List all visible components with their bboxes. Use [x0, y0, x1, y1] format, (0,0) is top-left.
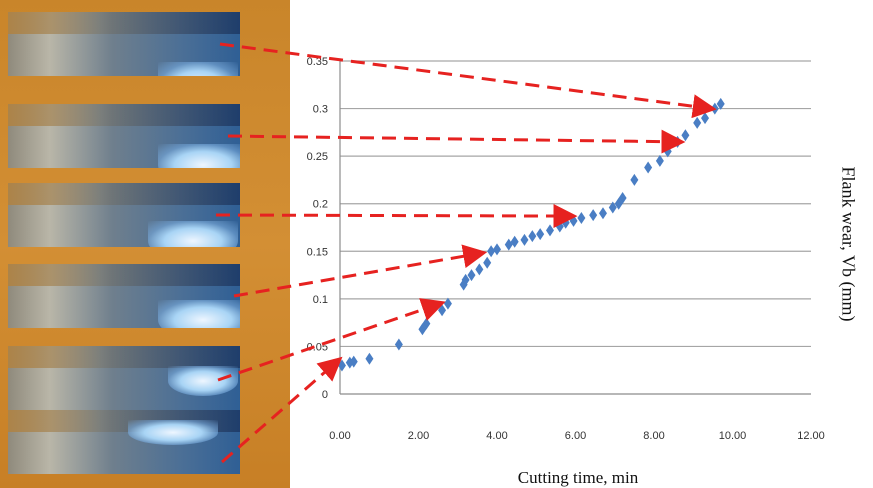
wear-photo: [8, 183, 240, 247]
data-point: [487, 245, 496, 258]
wear-photo: [8, 410, 240, 474]
data-point: [655, 154, 664, 167]
data-point: [716, 97, 725, 110]
y-axis-title: Flank wear, Vb (mm): [838, 166, 859, 322]
data-point: [589, 209, 598, 222]
y-tick-label: 0.2: [313, 199, 328, 211]
tool-edge: [8, 183, 240, 205]
data-point: [493, 243, 501, 256]
annotation-arrow: [221, 356, 343, 464]
data-point: [577, 211, 586, 224]
data-point: [701, 112, 710, 125]
wear-region: [158, 144, 240, 168]
wear-region: [168, 366, 238, 396]
data-point: [394, 338, 403, 351]
y-tick-label: 0.15: [307, 246, 328, 258]
tool-edge: [8, 12, 240, 34]
data-point: [618, 192, 627, 205]
data-point: [630, 173, 639, 186]
data-point: [467, 269, 476, 282]
data-point: [693, 116, 702, 129]
annotation-arrow: [233, 244, 488, 298]
data-point: [644, 161, 653, 174]
y-tick-label: 0.1: [313, 294, 328, 306]
wear-region: [158, 62, 238, 76]
x-tick-label: 10.00: [719, 430, 747, 442]
wear-region: [148, 221, 238, 247]
annotation-arrow: [215, 204, 578, 229]
x-tick-label: 8.00: [643, 430, 664, 442]
tool-edge: [8, 104, 240, 126]
tool-wear-photo-strip: [0, 0, 290, 488]
x-tick-label: 2.00: [408, 430, 429, 442]
y-tick-label: 0: [322, 389, 328, 401]
data-point: [681, 129, 690, 142]
data-point: [438, 304, 447, 317]
annotation-arrow: [227, 129, 686, 154]
data-point: [483, 256, 492, 269]
data-point: [536, 228, 545, 241]
annotation-arrow: [217, 298, 446, 382]
data-point: [504, 238, 513, 251]
data-point: [545, 224, 554, 237]
data-point: [510, 235, 519, 248]
wear-photo: [8, 104, 240, 168]
data-point: [528, 230, 537, 243]
wear-region: [128, 420, 218, 445]
y-tick-label: 0.3: [313, 104, 328, 116]
data-point: [443, 297, 452, 310]
wear-photo: [8, 12, 240, 76]
data-point: [475, 263, 484, 276]
x-tick-label: 0.00: [329, 430, 350, 442]
data-point: [608, 201, 617, 214]
gridlines: [339, 60, 811, 395]
annotation-arrows: [215, 42, 717, 464]
wear-region: [158, 300, 240, 328]
y-tick-label: 0.25: [307, 151, 328, 163]
y-tick-label: 0.35: [307, 56, 328, 68]
data-point: [461, 273, 470, 286]
x-axis-title: Cutting time, min: [517, 468, 639, 487]
data-point: [337, 359, 346, 372]
data-point: [349, 355, 358, 368]
x-axis-ticks: 0.00 2.00 4.00 6.00 8.00 10.00 12.00: [329, 430, 824, 442]
data-point: [520, 233, 529, 246]
wear-photo: [8, 264, 240, 328]
data-point: [365, 352, 374, 365]
data-point: [598, 207, 607, 220]
y-axis-ticks: 00.050.10.150.20.250.30.35: [307, 56, 328, 401]
x-tick-label: 4.00: [486, 430, 507, 442]
x-tick-label: 6.00: [565, 430, 586, 442]
tool-edge: [8, 264, 240, 286]
tool-edge: [8, 346, 240, 368]
x-tick-label: 12.00: [797, 430, 825, 442]
annotation-arrow: [219, 42, 717, 119]
wear-photo: [8, 346, 240, 410]
